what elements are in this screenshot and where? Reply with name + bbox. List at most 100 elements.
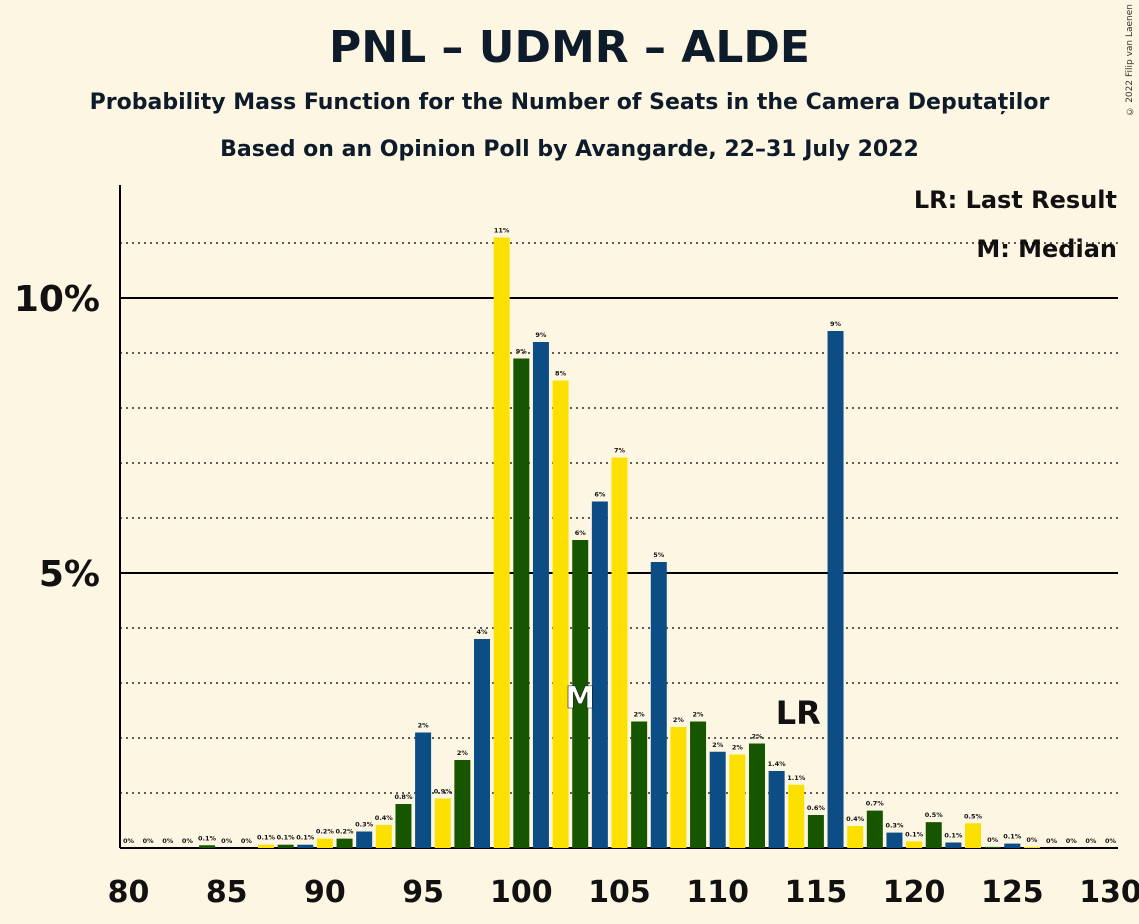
bar-seat-118 [866, 810, 883, 848]
bar-seat-95 [415, 732, 432, 848]
x-tick-label: 130 [1079, 875, 1139, 910]
data-label: 0% [1066, 837, 1078, 845]
bar-seat-120 [906, 841, 923, 848]
bar-seat-112 [748, 743, 765, 848]
data-label: 0.2% [336, 828, 355, 836]
data-label: 0.8% [394, 793, 413, 801]
legend-median: M: Median [976, 235, 1117, 263]
y-tick-label: 5% [39, 554, 100, 595]
data-label: 6% [594, 491, 606, 499]
bar-seat-122 [945, 842, 962, 848]
bar-seat-96 [434, 798, 451, 848]
chart-title: PNL – UDMR – ALDE [329, 22, 810, 73]
bar-seat-87 [257, 844, 274, 848]
data-label: 2% [418, 722, 430, 730]
bar-seat-92 [356, 831, 373, 848]
bar-seat-110 [709, 751, 726, 848]
bar-seat-113 [768, 771, 785, 848]
legend-last-result: LR: Last Result [913, 186, 1117, 214]
data-label: 0.1% [257, 834, 276, 842]
data-label: 2% [673, 716, 685, 724]
bar-seat-109 [690, 721, 707, 848]
x-tick-label: 105 [588, 875, 651, 910]
data-label: 0% [143, 837, 155, 845]
data-label: 1.4% [768, 760, 787, 768]
bar-seat-106 [631, 721, 648, 848]
bar-seat-119 [886, 832, 903, 848]
bar-seat-97 [454, 760, 471, 848]
data-label: 0% [1026, 836, 1038, 844]
data-label: 0.5% [964, 812, 983, 820]
bar-seat-100 [513, 358, 530, 848]
data-label: 0% [182, 837, 194, 845]
data-label: 0.7% [866, 800, 885, 808]
data-label: 8% [555, 370, 567, 378]
bar-seat-102 [552, 380, 569, 848]
data-label: 4% [476, 628, 488, 636]
data-label: 2% [634, 711, 646, 719]
y-tick-label: 10% [14, 279, 100, 320]
data-label: 0.1% [296, 834, 315, 842]
data-label: 0.9% [434, 788, 453, 796]
data-label: 2% [751, 733, 763, 741]
bar-seat-116 [827, 331, 844, 848]
bar-seat-104 [591, 501, 608, 848]
data-label: 0% [1105, 837, 1117, 845]
bar-seat-107 [650, 562, 667, 848]
data-label: 2% [732, 744, 744, 752]
bar-seat-91 [336, 838, 353, 848]
bar-seat-88 [277, 844, 294, 848]
data-label: 9% [830, 320, 842, 328]
bar-seat-84 [199, 845, 216, 848]
data-label: 0.1% [198, 834, 217, 842]
x-tick-label: 95 [402, 875, 444, 910]
data-label: 1.1% [787, 774, 806, 782]
data-label: 0.3% [355, 821, 374, 829]
bar-seat-117 [847, 826, 864, 848]
x-tick-label: 120 [883, 875, 946, 910]
x-tick-label: 80 [108, 875, 150, 910]
last-result-marker: LR [776, 694, 821, 732]
data-label: 0.2% [316, 828, 335, 836]
bar-seat-99 [493, 237, 510, 848]
bar-seat-126 [1023, 846, 1040, 848]
data-label: 11% [494, 227, 510, 235]
data-label: 5% [653, 551, 665, 559]
x-tick-label: 125 [981, 875, 1044, 910]
data-label: 0.1% [944, 832, 963, 840]
data-label: 0.1% [1003, 833, 1022, 841]
bar-seat-103 [572, 540, 589, 848]
bar-seat-115 [807, 815, 824, 848]
bar-seat-90 [316, 838, 333, 848]
data-label: 2% [693, 711, 705, 719]
data-label: 2% [712, 741, 724, 749]
data-label: 0.4% [846, 815, 865, 823]
bar-seat-121 [925, 822, 942, 848]
data-label: 0% [221, 837, 233, 845]
data-label: 0.6% [807, 804, 826, 812]
data-label: 0% [241, 837, 253, 845]
bar-seat-98 [474, 639, 491, 848]
data-label: 0.1% [277, 834, 296, 842]
data-label: 0% [123, 837, 135, 845]
chart-source-line: Based on an Opinion Poll by Avangarde, 2… [220, 137, 919, 162]
data-label: 9% [516, 348, 528, 356]
bar-seat-89 [297, 844, 314, 848]
data-label: 0% [162, 837, 174, 845]
data-label: 0% [987, 836, 999, 844]
data-label: 0.5% [925, 811, 944, 819]
data-label: 0.1% [905, 830, 924, 838]
data-label: 6% [575, 529, 587, 537]
bar-seat-123 [965, 823, 982, 848]
data-label: 2% [457, 749, 469, 757]
bar-seat-114 [788, 784, 805, 848]
x-tick-label: 85 [206, 875, 248, 910]
chart-subtitle: Probability Mass Function for the Number… [89, 90, 1050, 115]
x-tick-label: 100 [490, 875, 553, 910]
median-marker: M [565, 681, 595, 716]
data-label: 0.3% [885, 822, 904, 830]
data-label: 7% [614, 447, 626, 455]
data-label: 0% [1085, 837, 1097, 845]
bar-seat-101 [532, 342, 549, 848]
data-label: 0% [1046, 837, 1058, 845]
